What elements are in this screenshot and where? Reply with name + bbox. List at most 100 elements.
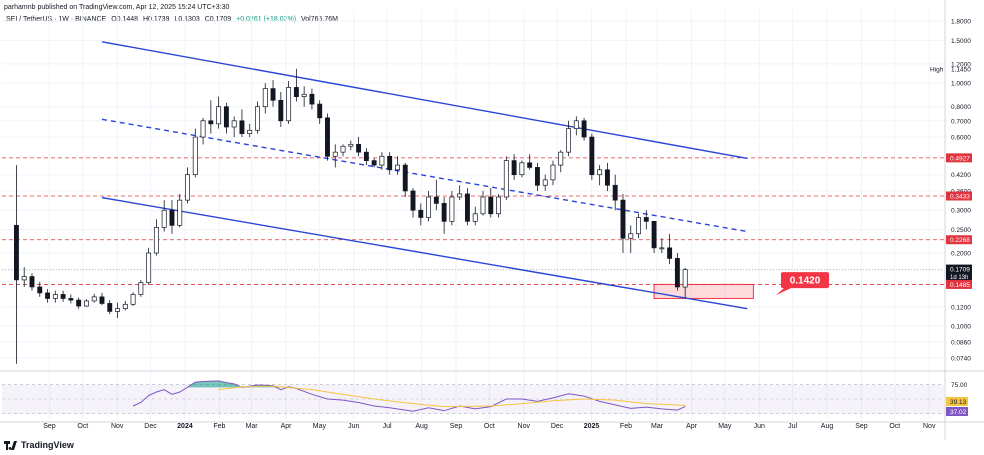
candle-2024-08-19: [426, 190, 432, 222]
candle-2024-03-18: [255, 101, 260, 134]
candle-body: [278, 99, 284, 122]
candle-body: [99, 296, 105, 304]
candle-body: [146, 252, 152, 284]
candle-2024-01-01: [169, 200, 175, 234]
x-tick-apr: Apr: [686, 423, 698, 430]
candle-body: [597, 169, 603, 176]
y-tick-0-2000: 0.2000: [951, 250, 971, 257]
candle-body: [628, 233, 634, 239]
candle-body: [426, 196, 432, 218]
candle-2023-12-18: [153, 219, 159, 256]
candle-2023-11-20: [122, 300, 128, 311]
ohlc-low: L0.1303: [174, 16, 200, 23]
x-tick-jul: Jul: [788, 423, 797, 430]
ohlc-open: O0.1448: [111, 16, 139, 23]
candle-2024-04-01: [270, 80, 276, 107]
candle-body: [371, 160, 377, 166]
candle-body: [192, 136, 198, 176]
y-tick-1-2000: 1.2000: [951, 61, 971, 68]
candle-2023-09-11: [45, 289, 50, 303]
level-label-0-1485: 0.1485: [950, 282, 970, 289]
candle-body: [441, 203, 447, 222]
candle-2023-12-25: [161, 200, 167, 232]
x-tick-may: May: [313, 423, 327, 430]
tradingview-brand[interactable]: TradingView: [4, 440, 74, 450]
candle-body: [542, 179, 548, 186]
candle-2023-09-04: [37, 281, 43, 297]
support-zone: [653, 283, 754, 299]
candle-body: [534, 167, 540, 186]
candle-body: [107, 303, 113, 312]
level-label-0-4927: 0.4927: [950, 155, 970, 162]
candle-2025-01-06: [581, 117, 587, 141]
candle-2024-10-21: [496, 193, 501, 218]
candle-body: [387, 155, 393, 171]
candle-body: [550, 164, 556, 181]
y-tick-0-7000: 0.7000: [951, 118, 971, 125]
x-tick-dec: Dec: [144, 423, 157, 430]
candle-2024-11-18: [527, 154, 533, 170]
x-tick-mar: Mar: [651, 423, 664, 430]
channel-upper-line: [101, 41, 748, 160]
candle-2024-02-26: [231, 116, 237, 138]
candle-2024-11-04: [511, 154, 517, 180]
candle-2024-06-17: [356, 137, 362, 157]
level-label-box: [946, 191, 972, 201]
candle-2024-12-02: [542, 174, 548, 191]
candle-2024-06-03: [340, 144, 346, 157]
y-tick-0-3000: 0.3000: [951, 208, 971, 215]
x-tick-oct: Oct: [77, 423, 88, 430]
candle-2023-12-11: [146, 247, 152, 285]
price-labels: High 1.1450 0.1420 0.4927 0.3433 0.2268 0.1709…: [776, 66, 972, 416]
candle-2025-03-17: [659, 238, 665, 253]
candle-body: [395, 164, 400, 171]
candle-body: [457, 193, 463, 198]
y-tick-1-0000: 1.0000: [951, 81, 971, 88]
symbol-title[interactable]: SEI / TetherUS · 1W · BINANCE: [6, 16, 107, 23]
y-tick-0-6000: 0.6000: [951, 135, 971, 142]
level-label-0-2268: 0.2268: [950, 237, 970, 244]
candle-2024-09-23: [464, 188, 470, 226]
y-tick-0-0740: 0.0740: [951, 355, 971, 362]
candle-2025-02-24: [636, 213, 641, 239]
candle-2024-09-09: [449, 190, 455, 226]
x-tick-2025: 2025: [584, 423, 600, 430]
candle-2024-02-12: [216, 96, 222, 129]
candle-body: [356, 143, 362, 153]
candle-2024-01-29: [200, 117, 206, 145]
candle-body: [620, 199, 626, 239]
candle-body: [651, 220, 657, 249]
y-tick-0-1200: 0.1200: [951, 304, 971, 311]
support-zone-box: [653, 283, 754, 299]
candle-2025-04-07: [682, 267, 688, 299]
candle-body: [13, 224, 19, 281]
descending-channel: [101, 41, 748, 310]
candle-2025-03-10: [651, 220, 657, 253]
callout-value: 0.1420: [790, 276, 821, 287]
level-label-box: [946, 279, 972, 289]
candles: [13, 68, 688, 364]
candle-2024-05-13: [317, 100, 323, 124]
candle-body: [130, 294, 136, 305]
high-marker-value: 1.1450: [951, 66, 971, 73]
current-price-value: 0.1709: [950, 267, 970, 274]
candle-body: [255, 106, 260, 131]
candle-2023-10-30: [99, 292, 105, 306]
candle-body: [293, 87, 299, 97]
x-tick-jun: Jun: [754, 423, 765, 430]
candle-body: [519, 162, 525, 176]
candle-2024-07-08: [379, 152, 385, 170]
candle-body: [185, 174, 190, 201]
candle-2024-07-01: [371, 158, 377, 168]
candle-2024-04-29: [301, 86, 307, 107]
candle-2024-05-20: [325, 113, 330, 161]
candle-body: [208, 120, 214, 125]
ohlc-close: C0.1709: [204, 16, 232, 23]
candle-2024-06-10: [348, 140, 354, 151]
candle-body: [667, 247, 673, 259]
candle-body: [262, 88, 268, 108]
brand-name: TradingView: [21, 440, 74, 450]
grid: [2, 10, 944, 420]
candle-body: [37, 286, 43, 294]
